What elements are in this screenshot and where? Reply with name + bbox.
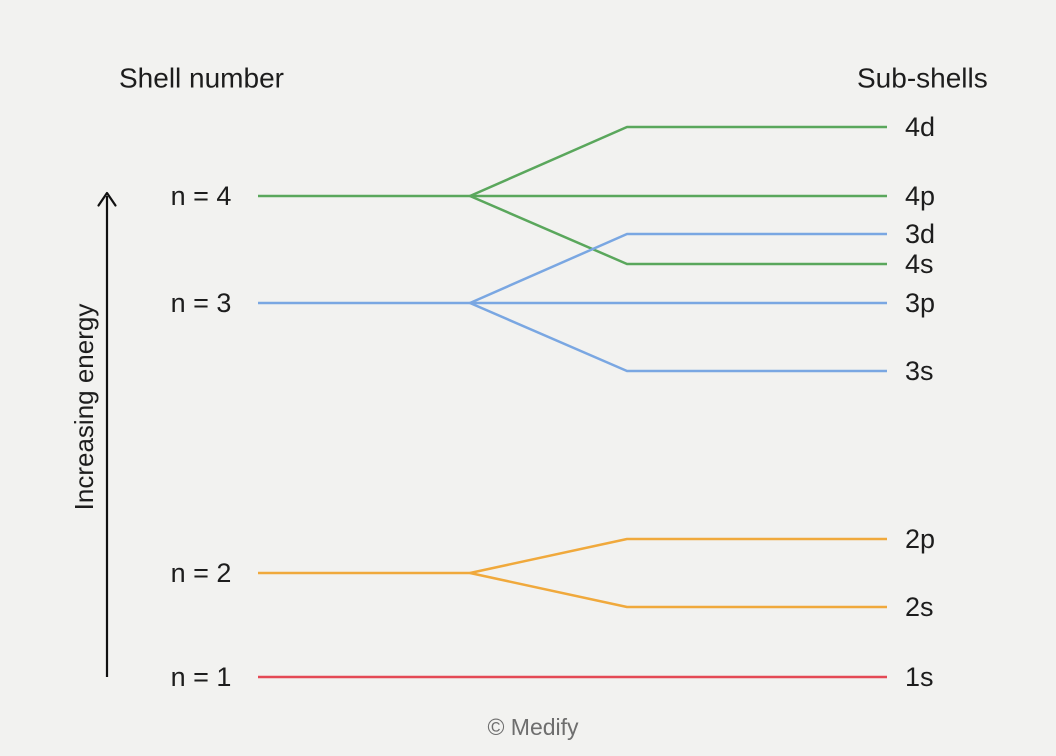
shell-group-n=4: n = 4 4d 4p 4s bbox=[171, 112, 935, 279]
subshell-label-2p: 2p bbox=[905, 524, 935, 554]
copyright: © Medify bbox=[487, 714, 579, 740]
subshell-label-3p: 3p bbox=[905, 288, 935, 318]
energy-axis-label: Increasing energy bbox=[69, 304, 99, 511]
subshell-label-4d: 4d bbox=[905, 112, 935, 142]
subshell-label-4s: 4s bbox=[905, 249, 934, 279]
shell-label-n=2: n = 2 bbox=[171, 558, 232, 588]
subshell-line-4d bbox=[469, 125, 887, 198]
subshell-label-2s: 2s bbox=[905, 592, 934, 622]
subshell-label-4p: 4p bbox=[905, 181, 935, 211]
subshell-label-3s: 3s bbox=[905, 356, 934, 386]
subshell-line-3s bbox=[469, 301, 887, 373]
shell-label-n=1: n = 1 bbox=[171, 662, 232, 692]
shell-label-n=3: n = 3 bbox=[171, 288, 232, 318]
subshell-line-3d bbox=[469, 232, 887, 305]
subshell-line-2p bbox=[469, 537, 887, 575]
levels: n = 4 4d 4p 4s n = 3 3d 3p 3s n = 2 2p 2s n = 1 1s bbox=[171, 112, 935, 692]
subshell-label-3d: 3d bbox=[905, 219, 935, 249]
shell-group-n=3: n = 3 3d 3p 3s bbox=[171, 219, 935, 386]
shell-group-n=1: n = 1 1s bbox=[171, 662, 934, 692]
arrow-up-icon bbox=[97, 191, 117, 207]
subshell-line-4s bbox=[469, 194, 887, 266]
shell-label-n=4: n = 4 bbox=[171, 181, 232, 211]
shell-group-n=2: n = 2 2p 2s bbox=[171, 524, 935, 622]
sub-shells-header: Sub-shells bbox=[857, 63, 988, 94]
subshell-label-1s: 1s bbox=[905, 662, 934, 692]
shell-number-header: Shell number bbox=[119, 63, 284, 94]
subshell-line-2s bbox=[469, 571, 887, 609]
energy-axis: Increasing energy bbox=[69, 191, 117, 677]
